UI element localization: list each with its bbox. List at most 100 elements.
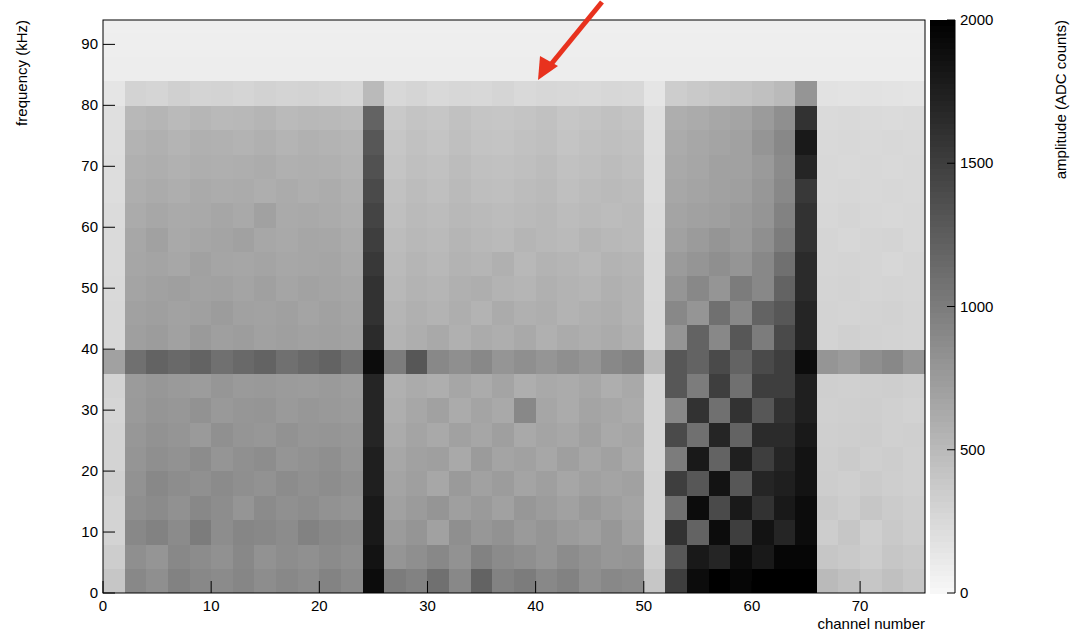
cell bbox=[774, 32, 796, 57]
cell bbox=[687, 178, 709, 203]
colorbar-step bbox=[930, 341, 955, 347]
cell bbox=[298, 398, 320, 423]
cell bbox=[536, 300, 558, 325]
cell bbox=[644, 520, 666, 545]
cell bbox=[341, 105, 363, 130]
cell bbox=[319, 276, 341, 301]
cell bbox=[298, 203, 320, 228]
cell bbox=[882, 495, 904, 520]
cell bbox=[492, 105, 514, 130]
cell bbox=[536, 569, 558, 593]
cell bbox=[752, 178, 774, 203]
cell bbox=[103, 544, 125, 569]
cell bbox=[730, 81, 752, 106]
cell bbox=[125, 252, 147, 277]
cell bbox=[601, 227, 623, 252]
cell bbox=[838, 20, 860, 33]
y-tick bbox=[103, 532, 115, 533]
colorbar-step bbox=[930, 198, 955, 204]
cell bbox=[514, 105, 536, 130]
cell bbox=[514, 569, 536, 593]
colorbar-step bbox=[930, 467, 955, 473]
cell bbox=[341, 252, 363, 277]
cell bbox=[363, 32, 385, 57]
chart: 0102030405060700102030405060708090channe… bbox=[0, 0, 1080, 631]
cell bbox=[903, 276, 925, 301]
cell bbox=[622, 471, 644, 496]
cell bbox=[190, 471, 212, 496]
cell bbox=[103, 154, 125, 179]
cell bbox=[363, 252, 385, 277]
cell bbox=[233, 20, 255, 33]
colorbar-step bbox=[930, 347, 955, 353]
cell bbox=[903, 495, 925, 520]
cell bbox=[168, 398, 190, 423]
cell bbox=[514, 374, 536, 399]
colorbar-step bbox=[930, 370, 955, 376]
cell bbox=[579, 203, 601, 228]
cell bbox=[254, 105, 276, 130]
cell bbox=[644, 154, 666, 179]
cell bbox=[557, 569, 579, 593]
cell bbox=[730, 276, 752, 301]
cell bbox=[449, 20, 471, 33]
cell bbox=[882, 154, 904, 179]
cell bbox=[276, 105, 298, 130]
cell bbox=[860, 154, 882, 179]
y-tick-label: 0 bbox=[90, 584, 98, 601]
cell bbox=[882, 130, 904, 155]
cell bbox=[298, 569, 320, 593]
cell bbox=[838, 32, 860, 57]
cell bbox=[254, 374, 276, 399]
cell bbox=[514, 276, 536, 301]
colorbar-step bbox=[930, 43, 955, 49]
cell bbox=[752, 276, 774, 301]
cell bbox=[276, 544, 298, 569]
cell bbox=[125, 300, 147, 325]
cell bbox=[730, 130, 752, 155]
y-tick bbox=[103, 288, 115, 289]
cell bbox=[622, 447, 644, 472]
cell bbox=[341, 130, 363, 155]
cell bbox=[774, 178, 796, 203]
colorbar-step bbox=[930, 215, 955, 221]
cell bbox=[471, 398, 493, 423]
cell bbox=[730, 471, 752, 496]
cell bbox=[427, 105, 449, 130]
cell bbox=[579, 300, 601, 325]
cell bbox=[687, 374, 709, 399]
x-tick-label: 0 bbox=[99, 597, 107, 614]
cell bbox=[211, 325, 233, 350]
cell bbox=[514, 20, 536, 33]
cell bbox=[384, 544, 406, 569]
cell bbox=[254, 81, 276, 106]
cell bbox=[384, 569, 406, 593]
colorbar-step bbox=[930, 209, 955, 215]
cell bbox=[384, 325, 406, 350]
cell bbox=[449, 32, 471, 57]
cell bbox=[341, 276, 363, 301]
cell bbox=[427, 544, 449, 569]
cell bbox=[168, 276, 190, 301]
cell bbox=[276, 178, 298, 203]
cell bbox=[384, 178, 406, 203]
cell bbox=[665, 569, 687, 593]
cell bbox=[644, 300, 666, 325]
cell bbox=[384, 252, 406, 277]
cell bbox=[233, 154, 255, 179]
colorbar-step bbox=[930, 77, 955, 83]
cell bbox=[687, 130, 709, 155]
cell bbox=[795, 20, 817, 33]
cell bbox=[665, 398, 687, 423]
colorbar-step bbox=[930, 261, 955, 267]
cell bbox=[860, 544, 882, 569]
cell bbox=[752, 398, 774, 423]
cell bbox=[579, 374, 601, 399]
cell bbox=[665, 520, 687, 545]
colorbar-step bbox=[930, 94, 955, 100]
cell bbox=[427, 447, 449, 472]
cell bbox=[276, 349, 298, 374]
cell bbox=[817, 276, 839, 301]
cell bbox=[146, 203, 168, 228]
cell bbox=[644, 57, 666, 82]
